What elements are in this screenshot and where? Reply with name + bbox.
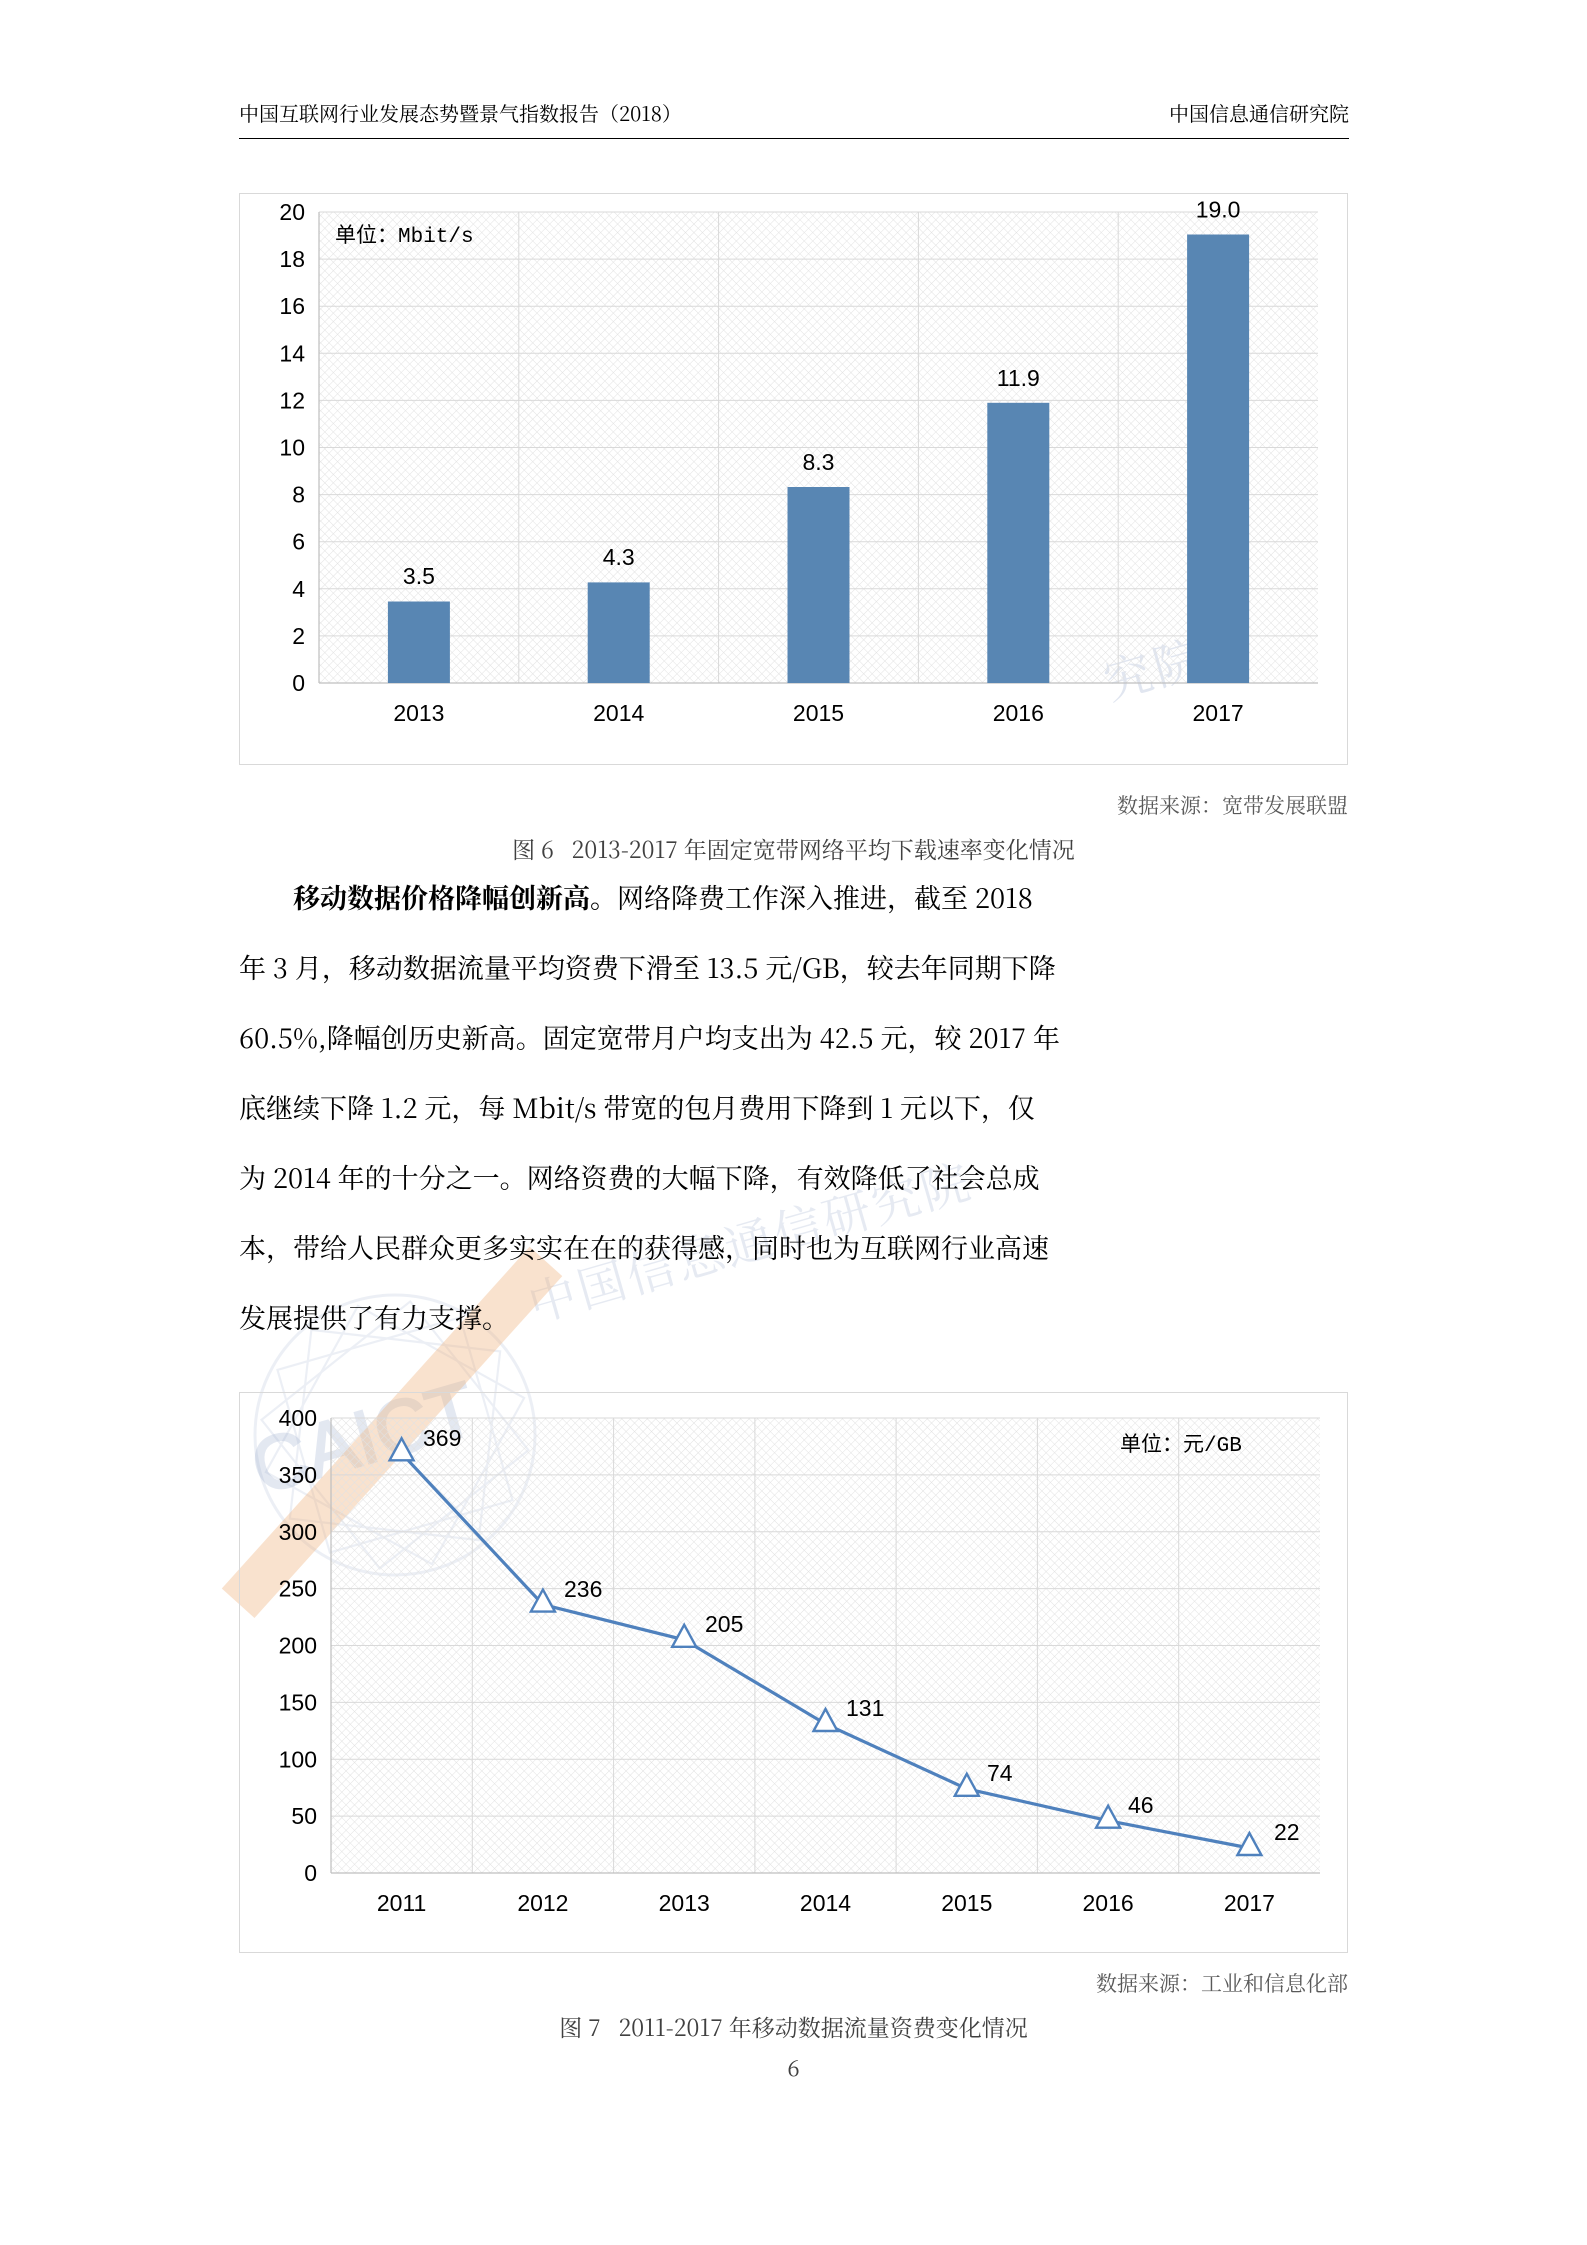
svg-text:369: 369 xyxy=(423,1425,461,1451)
svg-text:19.0: 19.0 xyxy=(1196,197,1241,223)
svg-text:4.3: 4.3 xyxy=(603,544,635,570)
svg-text:2017: 2017 xyxy=(1224,1890,1275,1916)
svg-text:236: 236 xyxy=(564,1576,602,1602)
svg-text:18: 18 xyxy=(279,246,305,272)
svg-text:11.9: 11.9 xyxy=(997,365,1040,391)
svg-text:4: 4 xyxy=(292,576,305,602)
svg-text:2016: 2016 xyxy=(993,700,1044,726)
svg-text:16: 16 xyxy=(279,293,305,319)
svg-text:2017: 2017 xyxy=(1193,700,1244,726)
svg-text:12: 12 xyxy=(279,387,305,413)
svg-text:250: 250 xyxy=(279,1576,317,1602)
svg-text:0: 0 xyxy=(292,670,305,696)
svg-text:50: 50 xyxy=(291,1803,317,1829)
svg-text:8: 8 xyxy=(292,482,305,508)
svg-text:3.5: 3.5 xyxy=(403,563,435,589)
svg-text:单位：Mbit/s: 单位：Mbit/s xyxy=(335,224,474,249)
svg-text:2012: 2012 xyxy=(517,1890,568,1916)
svg-text:200: 200 xyxy=(279,1633,317,1659)
svg-text:2: 2 xyxy=(292,623,305,649)
svg-text:2016: 2016 xyxy=(1083,1890,1134,1916)
svg-text:2015: 2015 xyxy=(793,700,844,726)
svg-text:20: 20 xyxy=(279,199,305,225)
svg-text:单位：元/GB: 单位：元/GB xyxy=(1120,1433,1242,1458)
svg-text:205: 205 xyxy=(705,1611,743,1637)
svg-text:2015: 2015 xyxy=(941,1890,992,1916)
svg-text:100: 100 xyxy=(279,1746,317,1772)
svg-text:350: 350 xyxy=(279,1462,317,1488)
svg-text:2013: 2013 xyxy=(659,1890,710,1916)
svg-text:131: 131 xyxy=(846,1695,884,1721)
svg-text:14: 14 xyxy=(279,340,305,366)
svg-text:150: 150 xyxy=(279,1689,317,1715)
svg-text:46: 46 xyxy=(1128,1792,1154,1818)
svg-text:10: 10 xyxy=(279,435,305,461)
svg-text:2011: 2011 xyxy=(377,1890,426,1916)
svg-text:8.3: 8.3 xyxy=(803,449,835,475)
svg-text:300: 300 xyxy=(279,1519,317,1545)
svg-text:2014: 2014 xyxy=(800,1890,851,1916)
svg-text:22: 22 xyxy=(1274,1819,1300,1845)
svg-text:2014: 2014 xyxy=(593,700,644,726)
svg-text:74: 74 xyxy=(987,1760,1013,1786)
svg-text:2013: 2013 xyxy=(393,700,444,726)
svg-text:400: 400 xyxy=(279,1405,317,1431)
svg-text:0: 0 xyxy=(304,1860,317,1886)
svg-text:6: 6 xyxy=(292,529,305,555)
